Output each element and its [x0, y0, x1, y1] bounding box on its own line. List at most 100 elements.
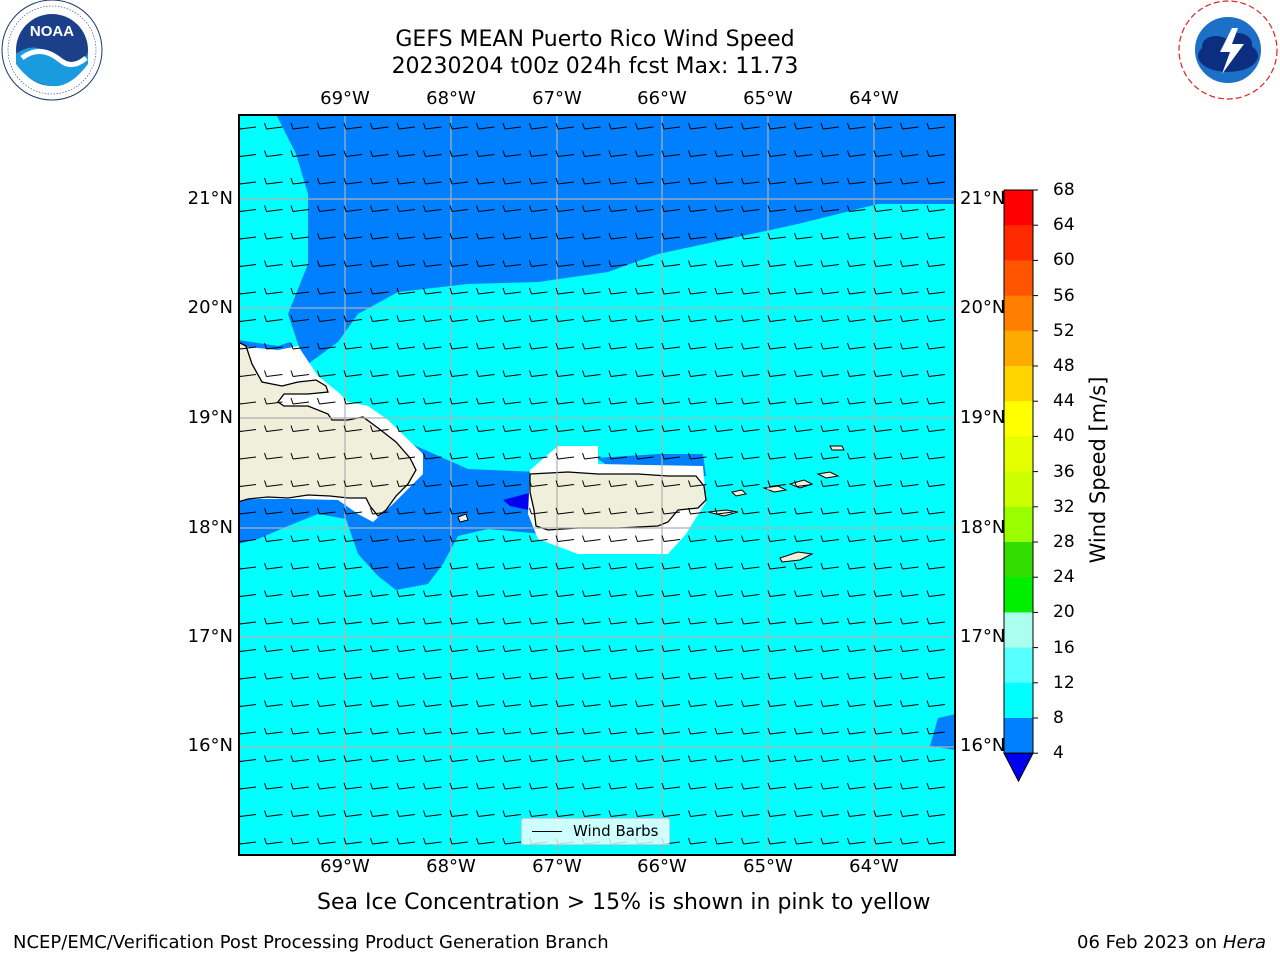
wind-barb [688, 342, 707, 350]
wind-barb [873, 177, 893, 185]
wind-barb [290, 562, 310, 570]
x-tick-bottom-65w: 65°W [743, 856, 793, 877]
wind-barb [502, 810, 522, 817]
wind-barb [608, 562, 628, 570]
wind-barb [767, 535, 787, 542]
wind-barb [900, 562, 919, 570]
wind-barb [767, 645, 787, 652]
wind-barb [741, 727, 760, 735]
wind-barb [423, 342, 442, 350]
wind-barb [900, 837, 919, 845]
wind-barb [396, 727, 416, 735]
wind-barb [582, 672, 601, 680]
wind-barb [529, 287, 548, 295]
wind-barb [767, 700, 787, 707]
wind-barb [476, 755, 495, 762]
wind-barb [423, 177, 442, 185]
wind-barb [900, 397, 919, 405]
wind-barb [714, 727, 734, 735]
wind-barb [873, 810, 893, 817]
wind-barb [449, 810, 469, 817]
wind-barb [317, 837, 336, 845]
wind-barb [476, 645, 495, 652]
wind-barb [290, 205, 310, 212]
wind-barb [714, 452, 734, 460]
wind-barb [476, 205, 495, 212]
wind-barb [608, 205, 628, 212]
wind-barb [476, 727, 495, 735]
wind-barb [873, 342, 893, 350]
wind-barb [290, 122, 310, 130]
land-anegada [829, 445, 845, 451]
wind-barb [688, 727, 707, 735]
y-tick-left-19n: 19°N [187, 407, 233, 428]
wind-barb [449, 205, 469, 212]
wind-barb [502, 700, 522, 707]
wind-barb [900, 177, 919, 185]
wind-barb [370, 782, 389, 790]
wind-barb [529, 645, 548, 652]
wind-barb [661, 755, 681, 762]
wind-barb [264, 150, 283, 157]
wind-barb [582, 397, 601, 405]
wind-barb [529, 810, 548, 817]
wind-barb [794, 150, 813, 157]
wind-barb [741, 645, 760, 652]
wind-barb [688, 617, 707, 625]
wind-barb [794, 205, 813, 212]
wind-barb [847, 287, 866, 295]
wind-barb [608, 700, 628, 707]
wind-barb [529, 260, 548, 267]
wind-barb [555, 260, 575, 267]
wind-barb [608, 480, 628, 487]
wind-barb [608, 177, 628, 185]
wind-barb [502, 617, 522, 625]
wind-barb [290, 507, 310, 515]
wind-barb [794, 232, 813, 240]
wind-barb [741, 480, 760, 487]
wind-barb [370, 370, 389, 377]
wind-barb [873, 782, 893, 790]
wind-barb [635, 452, 654, 460]
wind-barb [529, 617, 548, 625]
x-tick-bottom-69w: 69°W [320, 856, 370, 877]
wind-barb [343, 370, 363, 377]
wind-barb [608, 507, 628, 515]
wind-barb [582, 150, 601, 157]
wind-barb [608, 727, 628, 735]
wind-barb [714, 397, 734, 405]
wind-barb [264, 425, 283, 432]
wind-barb [555, 480, 575, 487]
wind-barb [502, 755, 522, 762]
wind-barb [661, 782, 681, 790]
wind-barb [741, 315, 760, 322]
wind-barb [688, 370, 707, 377]
wind-barb [661, 480, 681, 487]
wind-barb [476, 480, 495, 487]
wind-barb [714, 260, 734, 267]
wind-barb [529, 672, 548, 680]
wind-barb [688, 177, 707, 185]
land-culebra [730, 489, 748, 497]
wind-barb [502, 397, 522, 405]
wind-barb [476, 315, 495, 322]
wind-barb [555, 370, 575, 377]
wind-barb [900, 150, 919, 157]
wind-barb [449, 370, 469, 377]
wind-barb [396, 837, 416, 845]
wind-barb [926, 370, 946, 377]
wind-barb [688, 425, 707, 432]
wind-barb [449, 315, 469, 322]
wind-barb [264, 562, 283, 570]
wind-barb [714, 810, 734, 817]
wind-barb [343, 260, 363, 267]
wind-barb [555, 452, 575, 460]
wind-barb [767, 342, 787, 350]
wind-barb [555, 645, 575, 652]
colorbar-tick-label: 68 [1053, 180, 1075, 200]
wind-barb [926, 425, 946, 432]
wind-barb [900, 452, 919, 460]
wind-barb [555, 342, 575, 350]
wind-barb [661, 700, 681, 707]
wind-barb [476, 535, 495, 542]
